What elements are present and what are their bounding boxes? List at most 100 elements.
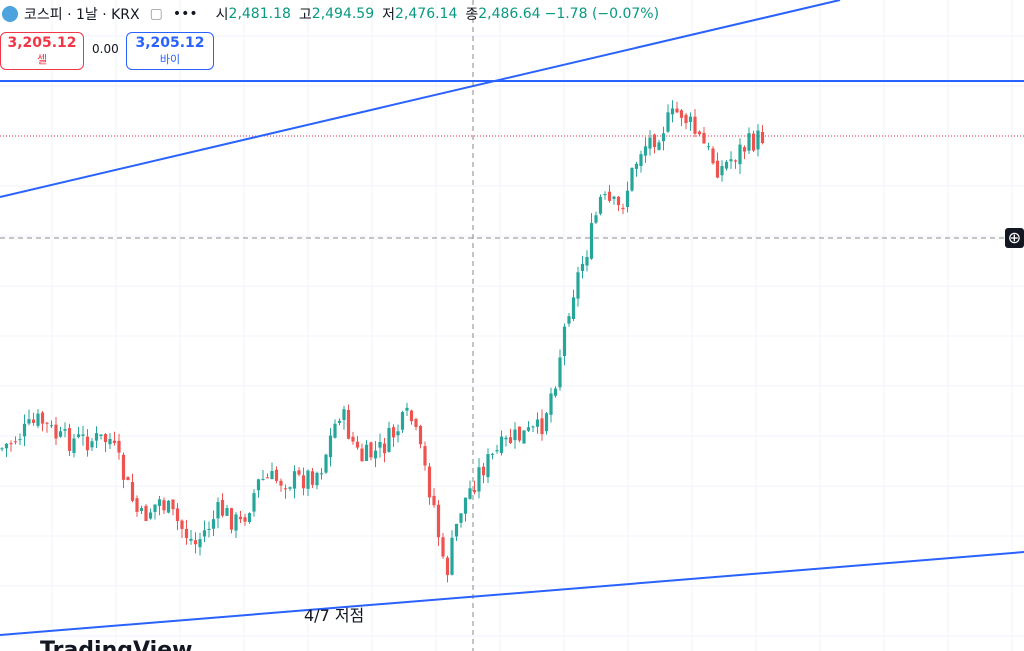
candle-body (576, 272, 580, 299)
candle-body (715, 160, 720, 178)
candle-body (63, 429, 67, 431)
sell-button[interactable]: 3,205.12 셀 (0, 32, 84, 70)
candle-body (616, 196, 621, 206)
candle-body (310, 471, 315, 485)
ohlc-label: 종 (465, 7, 479, 23)
candle-body (373, 450, 378, 459)
candle-body (378, 442, 382, 448)
candle-body (756, 130, 760, 150)
candle-body (580, 263, 585, 272)
candle-body (459, 513, 463, 523)
candle-body (630, 167, 634, 191)
candle-body (90, 441, 94, 448)
candle-body (508, 437, 513, 444)
candle-body (684, 114, 688, 124)
candle-body (324, 454, 328, 473)
candle-body (535, 419, 540, 427)
candle-body (733, 160, 738, 162)
candle-body (697, 131, 702, 135)
candle-body (0, 448, 4, 450)
candle-body (558, 357, 562, 388)
candle-body (315, 472, 319, 486)
candle-body (679, 110, 684, 118)
candle-body (279, 480, 283, 486)
candle-body (571, 297, 576, 320)
candle-body (49, 425, 54, 427)
candle-body (306, 470, 310, 489)
candle-body (247, 513, 252, 523)
candle-body (351, 436, 355, 442)
candle-body (724, 161, 729, 169)
candle-body (693, 116, 697, 134)
candle-body (301, 475, 306, 489)
candle-body (486, 454, 490, 478)
buy-label: 바이 (159, 53, 181, 66)
add-button[interactable]: ⊕ (1005, 228, 1024, 248)
buy-price: 3,205.12 (135, 35, 205, 51)
candle-body (405, 407, 409, 411)
candle-body (153, 504, 157, 512)
candle-body (202, 530, 207, 537)
more[interactable]: ••• (172, 6, 198, 22)
candle-body (126, 477, 130, 481)
candle-body (432, 495, 436, 506)
annotation[interactable]: 4/7 저점 (304, 606, 365, 625)
candle-body (148, 512, 153, 519)
candle-body (319, 473, 324, 475)
candle-body (621, 207, 625, 210)
candle-body (112, 440, 117, 444)
ohlc-label: 시 (215, 7, 229, 23)
candle-body (4, 443, 9, 449)
candle-body (418, 425, 423, 445)
candle-body (454, 523, 459, 537)
candle-body (144, 505, 148, 521)
candle-body (256, 479, 261, 491)
candle-body (103, 434, 108, 443)
candle-body (720, 166, 724, 176)
candle-body (387, 427, 391, 452)
candle-body (396, 431, 400, 436)
candle-body (193, 540, 198, 545)
candle-body (252, 493, 256, 512)
candle-body (522, 430, 526, 444)
candle-body (364, 444, 369, 461)
candle-body (657, 142, 661, 150)
buy-button[interactable]: 3,205.12 바이 (126, 32, 214, 70)
candle-body (85, 436, 90, 451)
sell-price: 3,205.12 (7, 35, 77, 51)
candle-body (360, 448, 364, 462)
logo[interactable]: TradingView (40, 638, 193, 651)
flag[interactable]: ▢ (149, 6, 163, 22)
candle-body (220, 499, 225, 516)
candle-body (333, 423, 337, 438)
candle-body (598, 196, 603, 214)
candle-body (171, 499, 175, 510)
candle-body (526, 427, 531, 431)
candle-body (198, 539, 202, 548)
candle-body (639, 154, 643, 167)
candle-body (189, 538, 193, 541)
candle-body (342, 409, 346, 420)
candle-body (445, 557, 450, 576)
sell-label: 셀 (36, 53, 48, 66)
candle-body (328, 435, 333, 458)
candle-body (562, 326, 567, 357)
candle-body (265, 477, 270, 479)
candle-body (382, 443, 387, 454)
candle-body (504, 437, 508, 440)
candle-body (675, 108, 679, 113)
candle-body (292, 471, 297, 489)
candle-body (283, 488, 288, 490)
candle-body (729, 159, 733, 162)
candle-body (702, 132, 706, 144)
symbol-icon[interactable] (2, 6, 18, 22)
candle-body (585, 257, 589, 266)
candle-body (594, 215, 598, 223)
candle-body (238, 516, 243, 520)
candle-body (369, 442, 373, 458)
symbol[interactable]: 코스피 · 1날 · KRX (24, 7, 140, 23)
candle-body (648, 137, 652, 149)
candle-body (517, 426, 522, 441)
